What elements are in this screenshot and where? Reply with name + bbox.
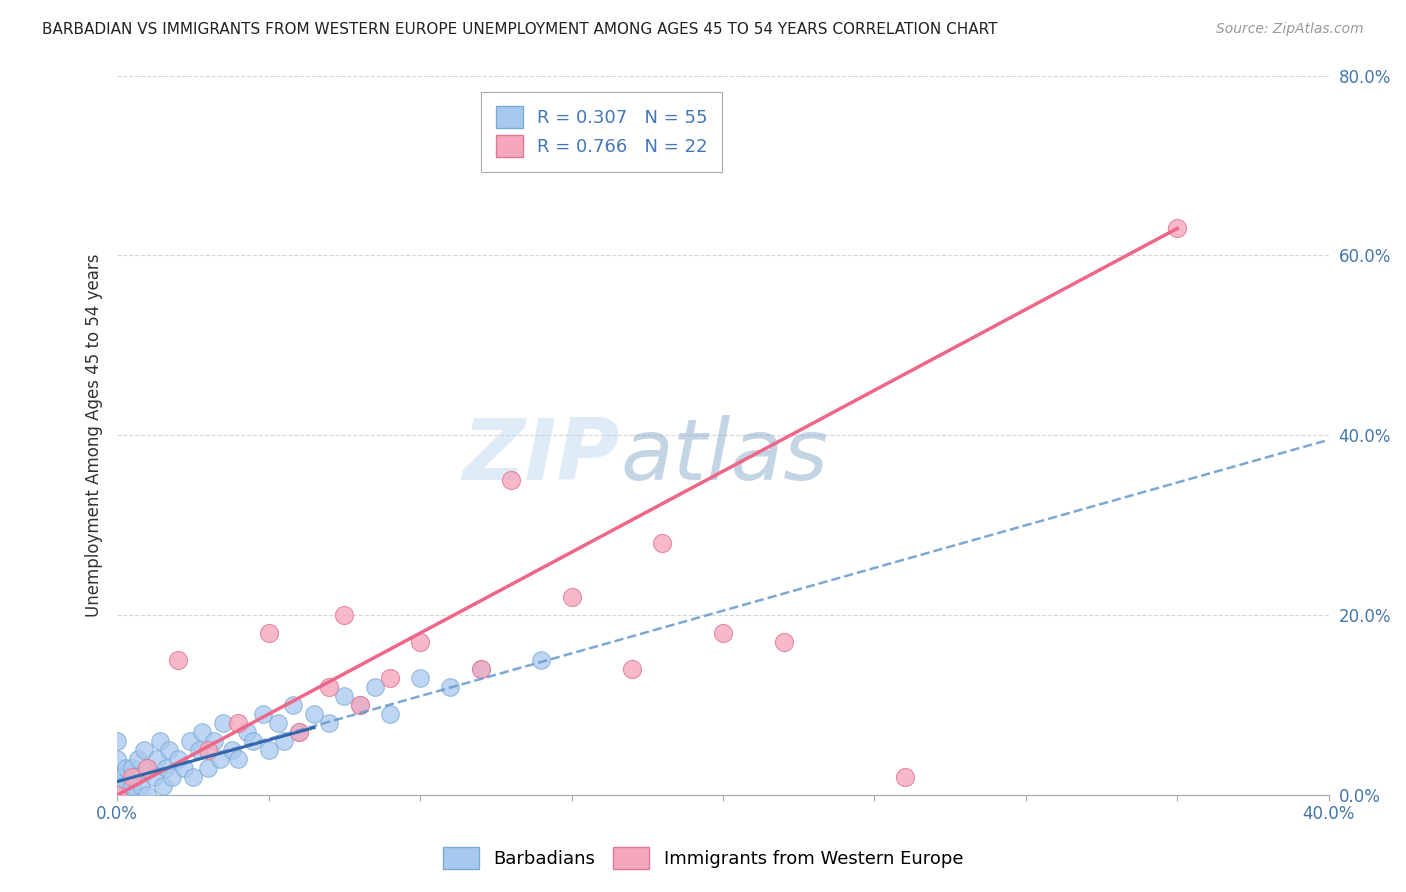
Point (136, 788, 159, 802)
Point (118, 788, 141, 802)
Point (267, 716, 290, 731)
Point (530, 653, 553, 667)
Point (166, 752, 188, 766)
Point (621, 662, 644, 676)
Point (221, 743, 243, 757)
Point (893, 770, 915, 784)
Point (236, 725, 259, 739)
Point (134, 743, 156, 757)
Point (197, 743, 219, 757)
Point (157, 743, 180, 757)
Point (252, 707, 274, 722)
Point (318, 716, 340, 731)
Point (378, 671, 401, 685)
Point (136, 761, 159, 775)
Point (110, 788, 132, 802)
Point (181, 770, 204, 784)
Point (191, 725, 214, 739)
Point (131, 779, 153, 793)
Point (121, 779, 143, 793)
Point (349, 698, 371, 712)
Point (105, 779, 128, 793)
Point (197, 761, 219, 775)
Point (121, 770, 143, 784)
Point (772, 635, 794, 649)
Point (228, 716, 250, 731)
Point (105, 788, 128, 802)
Legend: Barbadians, Immigrants from Western Europe: Barbadians, Immigrants from Western Euro… (433, 838, 973, 879)
Point (499, 473, 522, 487)
Point (363, 680, 385, 694)
Point (212, 716, 235, 731)
Text: ZIP: ZIP (463, 416, 620, 499)
Point (155, 761, 177, 775)
Point (105, 770, 128, 784)
Point (257, 626, 280, 640)
Point (470, 662, 492, 676)
Point (288, 725, 311, 739)
Point (302, 707, 325, 722)
Point (333, 608, 356, 623)
Point (378, 707, 401, 722)
Point (470, 662, 492, 676)
Point (349, 698, 371, 712)
Point (651, 536, 673, 550)
Text: atlas: atlas (620, 416, 828, 499)
Point (110, 770, 132, 784)
Point (288, 725, 311, 739)
Point (560, 590, 582, 604)
Point (145, 752, 167, 766)
Point (121, 761, 143, 775)
Point (142, 770, 165, 784)
Point (105, 788, 128, 802)
Point (333, 689, 356, 703)
Point (124, 770, 146, 784)
Point (209, 752, 232, 766)
Point (149, 734, 172, 748)
Point (409, 671, 432, 685)
Point (188, 743, 211, 757)
Point (179, 734, 201, 748)
Point (228, 752, 250, 766)
Point (152, 779, 174, 793)
Text: BARBADIAN VS IMMIGRANTS FROM WESTERN EUROPE UNEMPLOYMENT AMONG AGES 45 TO 54 YEA: BARBADIAN VS IMMIGRANTS FROM WESTERN EUR… (42, 22, 998, 37)
Text: Source: ZipAtlas.com: Source: ZipAtlas.com (1216, 22, 1364, 37)
Point (127, 752, 149, 766)
Point (257, 743, 280, 757)
Y-axis label: Unemployment Among Ages 45 to 54 years: Unemployment Among Ages 45 to 54 years (86, 253, 103, 617)
Point (166, 653, 188, 667)
Point (112, 779, 135, 793)
Point (1166, 221, 1188, 235)
Point (160, 770, 183, 784)
Point (115, 761, 138, 775)
Point (105, 734, 128, 748)
Point (711, 626, 734, 640)
Point (105, 752, 128, 766)
Point (273, 734, 295, 748)
Point (173, 761, 195, 775)
Point (202, 734, 225, 748)
Point (439, 680, 461, 694)
Point (242, 734, 264, 748)
Point (318, 680, 340, 694)
Point (281, 698, 304, 712)
Legend: R = 0.307   N = 55, R = 0.766   N = 22: R = 0.307 N = 55, R = 0.766 N = 22 (481, 92, 723, 172)
Point (409, 635, 432, 649)
Point (136, 761, 159, 775)
